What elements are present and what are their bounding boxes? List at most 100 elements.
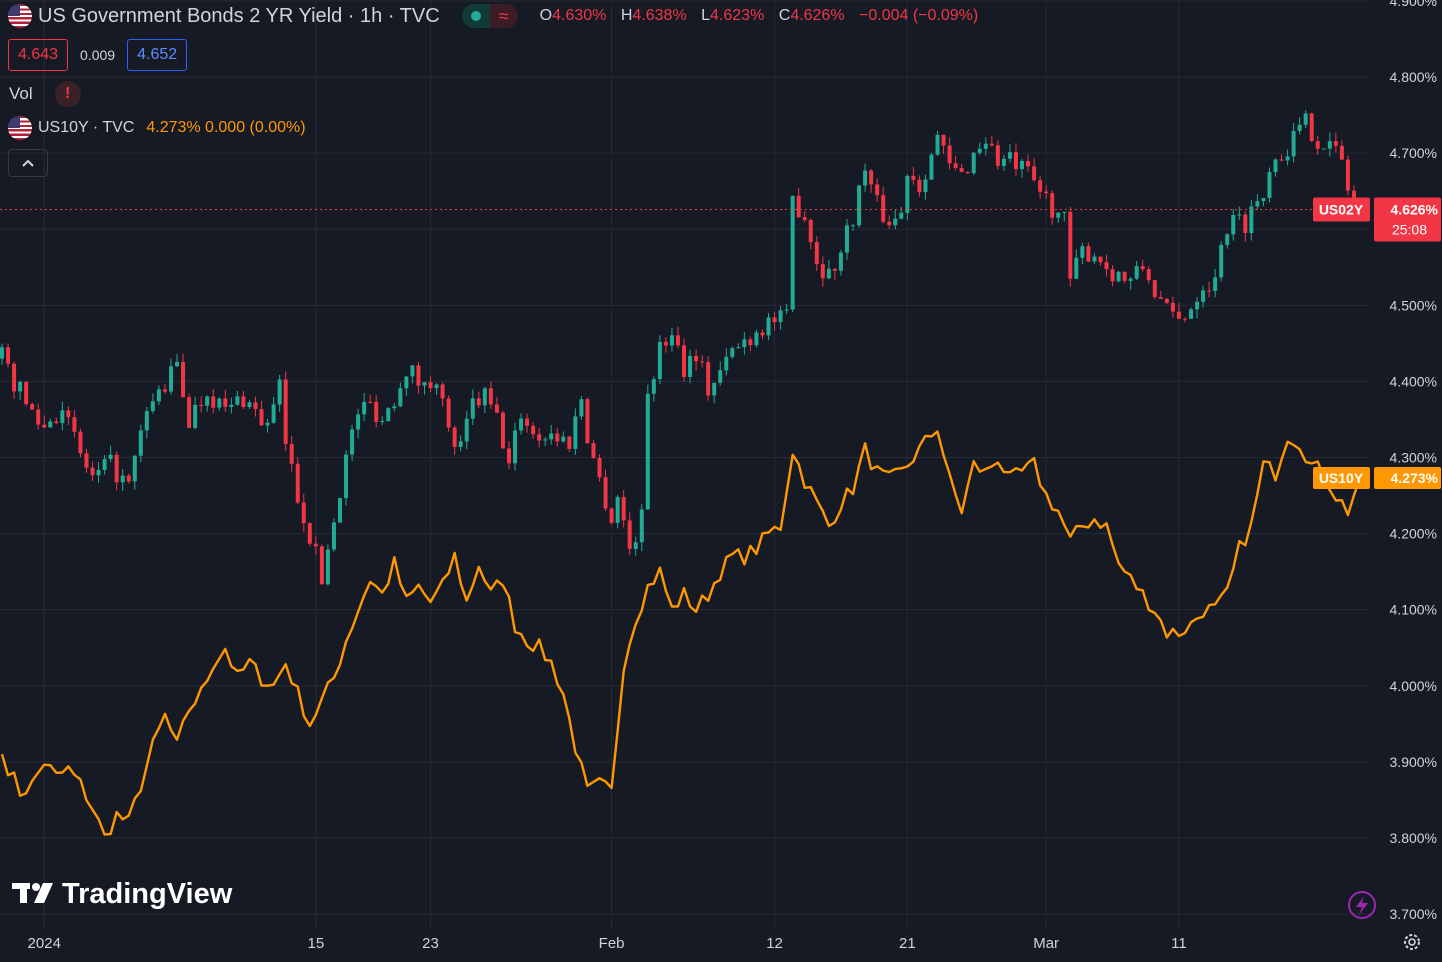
- legend-overlay: US Government Bonds 2 YR Yield · 1h · TV…: [0, 0, 1370, 190]
- main-legend: US Government Bonds 2 YR Yield · 1h · TV…: [8, 4, 988, 28]
- candle-body: [307, 523, 312, 544]
- compare-legend[interactable]: US10Y · TVC 4.273% 0.000 (0.00%): [8, 116, 306, 140]
- candle-body: [18, 382, 23, 392]
- candle-body: [1297, 124, 1302, 131]
- candle-body: [1038, 180, 1043, 192]
- candle-body: [657, 341, 662, 380]
- us10y-price-badge: [1374, 467, 1441, 490]
- candle-body: [633, 542, 638, 549]
- us02y-countdown-text: 25:08: [1392, 221, 1427, 237]
- us10y-series-line: [0, 430, 1362, 836]
- candle-body: [1110, 269, 1115, 282]
- market-open-icon[interactable]: [461, 4, 490, 28]
- candle-body: [923, 179, 928, 193]
- candle-body: [223, 398, 228, 407]
- candle-body: [1267, 172, 1272, 198]
- candle-body: [325, 549, 330, 585]
- candle-body: [476, 398, 481, 406]
- chevron-up-icon[interactable]: [8, 149, 48, 177]
- candle-body: [30, 404, 35, 410]
- candle-body: [555, 433, 560, 442]
- candle-body: [1086, 246, 1091, 262]
- price-tick-label: 4.800%: [1390, 69, 1437, 85]
- candle-body: [482, 388, 487, 406]
- candle-body: [959, 168, 964, 172]
- candle-body: [1140, 266, 1145, 270]
- price-tick-label: 4.300%: [1390, 450, 1437, 466]
- candle-body: [1189, 309, 1194, 319]
- sell-button[interactable]: 4.643: [8, 39, 69, 71]
- symbol-title[interactable]: US Government Bonds 2 YR Yield · 1h · TV…: [38, 4, 440, 27]
- candle-body: [277, 379, 282, 405]
- time-tick-label: 21: [899, 935, 916, 952]
- time-tick-label: 2024: [28, 935, 61, 952]
- candle-body: [54, 421, 59, 424]
- candle-body: [150, 401, 155, 412]
- candle-body: [1327, 141, 1332, 149]
- candle-body: [531, 425, 536, 435]
- volume-label[interactable]: Vol: [9, 84, 33, 103]
- time-axis[interactable]: 2024 15 23 Feb 12 21 Mar 11: [28, 935, 1187, 952]
- candle-body: [675, 335, 680, 346]
- candle-body: [1255, 201, 1260, 207]
- candle-body: [1128, 278, 1133, 281]
- candle-body: [301, 502, 306, 524]
- price-axis[interactable]: 4.900%4.800%4.700%4.600%4.500%4.400%4.30…: [1390, 0, 1437, 922]
- candle-body: [941, 134, 946, 146]
- candle-body: [983, 143, 988, 149]
- candle-body: [1201, 290, 1206, 302]
- candle-body: [452, 427, 457, 447]
- candle-body: [597, 458, 602, 478]
- delay-icon[interactable]: ≈: [489, 4, 518, 28]
- trade-buttons: 4.643 0.009 4.652: [8, 39, 188, 71]
- compare-symbol[interactable]: US10Y · TVC: [38, 119, 135, 136]
- candle-body: [796, 195, 801, 218]
- candle-body: [899, 212, 904, 219]
- candle-body: [126, 475, 131, 482]
- candle-body: [603, 477, 608, 509]
- candle-body: [331, 522, 336, 550]
- ohlc-values: O4.630% H4.638% L4.623% C4.626% −0.004 (…: [540, 7, 989, 25]
- legend-toggle[interactable]: [8, 149, 48, 177]
- lightning-icon[interactable]: [1348, 891, 1376, 919]
- settings-gear-icon[interactable]: [1404, 934, 1420, 950]
- buy-button[interactable]: 4.652: [127, 39, 188, 71]
- candle-body: [1116, 271, 1121, 282]
- candle-body: [404, 376, 409, 389]
- candle-body: [851, 225, 856, 227]
- candle-body: [229, 404, 234, 407]
- candle-body: [1207, 290, 1212, 292]
- candle-body: [78, 431, 83, 454]
- low-key: L: [701, 7, 711, 24]
- status-pill[interactable]: ≈: [461, 4, 518, 28]
- candle-body: [187, 397, 192, 428]
- time-tick-label: 23: [422, 935, 439, 952]
- candle-body: [1074, 257, 1079, 279]
- tradingview-watermark: TradingView: [12, 878, 233, 910]
- candle-body: [1068, 211, 1073, 279]
- candle-body: [313, 543, 318, 547]
- candle-body: [838, 252, 843, 271]
- candle-body: [84, 453, 89, 468]
- candle-body: [470, 398, 475, 419]
- candle-body: [869, 170, 874, 185]
- candle-body: [995, 145, 1000, 166]
- candle-body: [561, 436, 566, 442]
- candle-body: [832, 268, 837, 271]
- us02y-price-text: 4.626%: [1391, 201, 1439, 217]
- price-tick-label: 4.000%: [1390, 678, 1437, 694]
- candle-body: [893, 218, 898, 226]
- candle-body: [1225, 234, 1230, 245]
- candle-body: [217, 398, 222, 408]
- candle-body: [464, 418, 469, 442]
- candle-body: [132, 455, 137, 482]
- candle-body: [374, 401, 379, 422]
- candle-body: [108, 454, 113, 460]
- candle-body: [663, 341, 668, 346]
- candle-body: [102, 459, 107, 471]
- warning-icon[interactable]: !: [54, 81, 81, 107]
- candle-body: [1013, 152, 1018, 170]
- volume-legend[interactable]: Vol !: [8, 81, 81, 107]
- time-tick-label: 15: [308, 935, 325, 952]
